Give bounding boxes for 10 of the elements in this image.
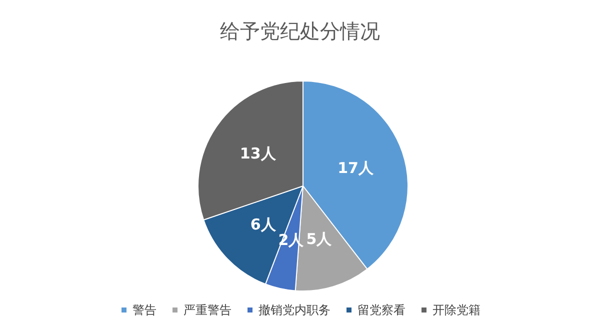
legend-label: 留党察看 (358, 303, 406, 317)
legend-label: 严重警告 (184, 303, 232, 317)
chart-title: 给予党纪处分情况 (220, 19, 380, 43)
data-label: 17人 (338, 159, 374, 178)
data-label: 5人 (306, 230, 333, 248)
data-label: 6人 (250, 216, 277, 234)
legend-label: 撤销党内职务 (258, 303, 330, 317)
legend-label: 警告 (132, 303, 156, 317)
data-label: 13人 (240, 144, 277, 163)
legend-label: 开除党籍 (432, 303, 480, 317)
